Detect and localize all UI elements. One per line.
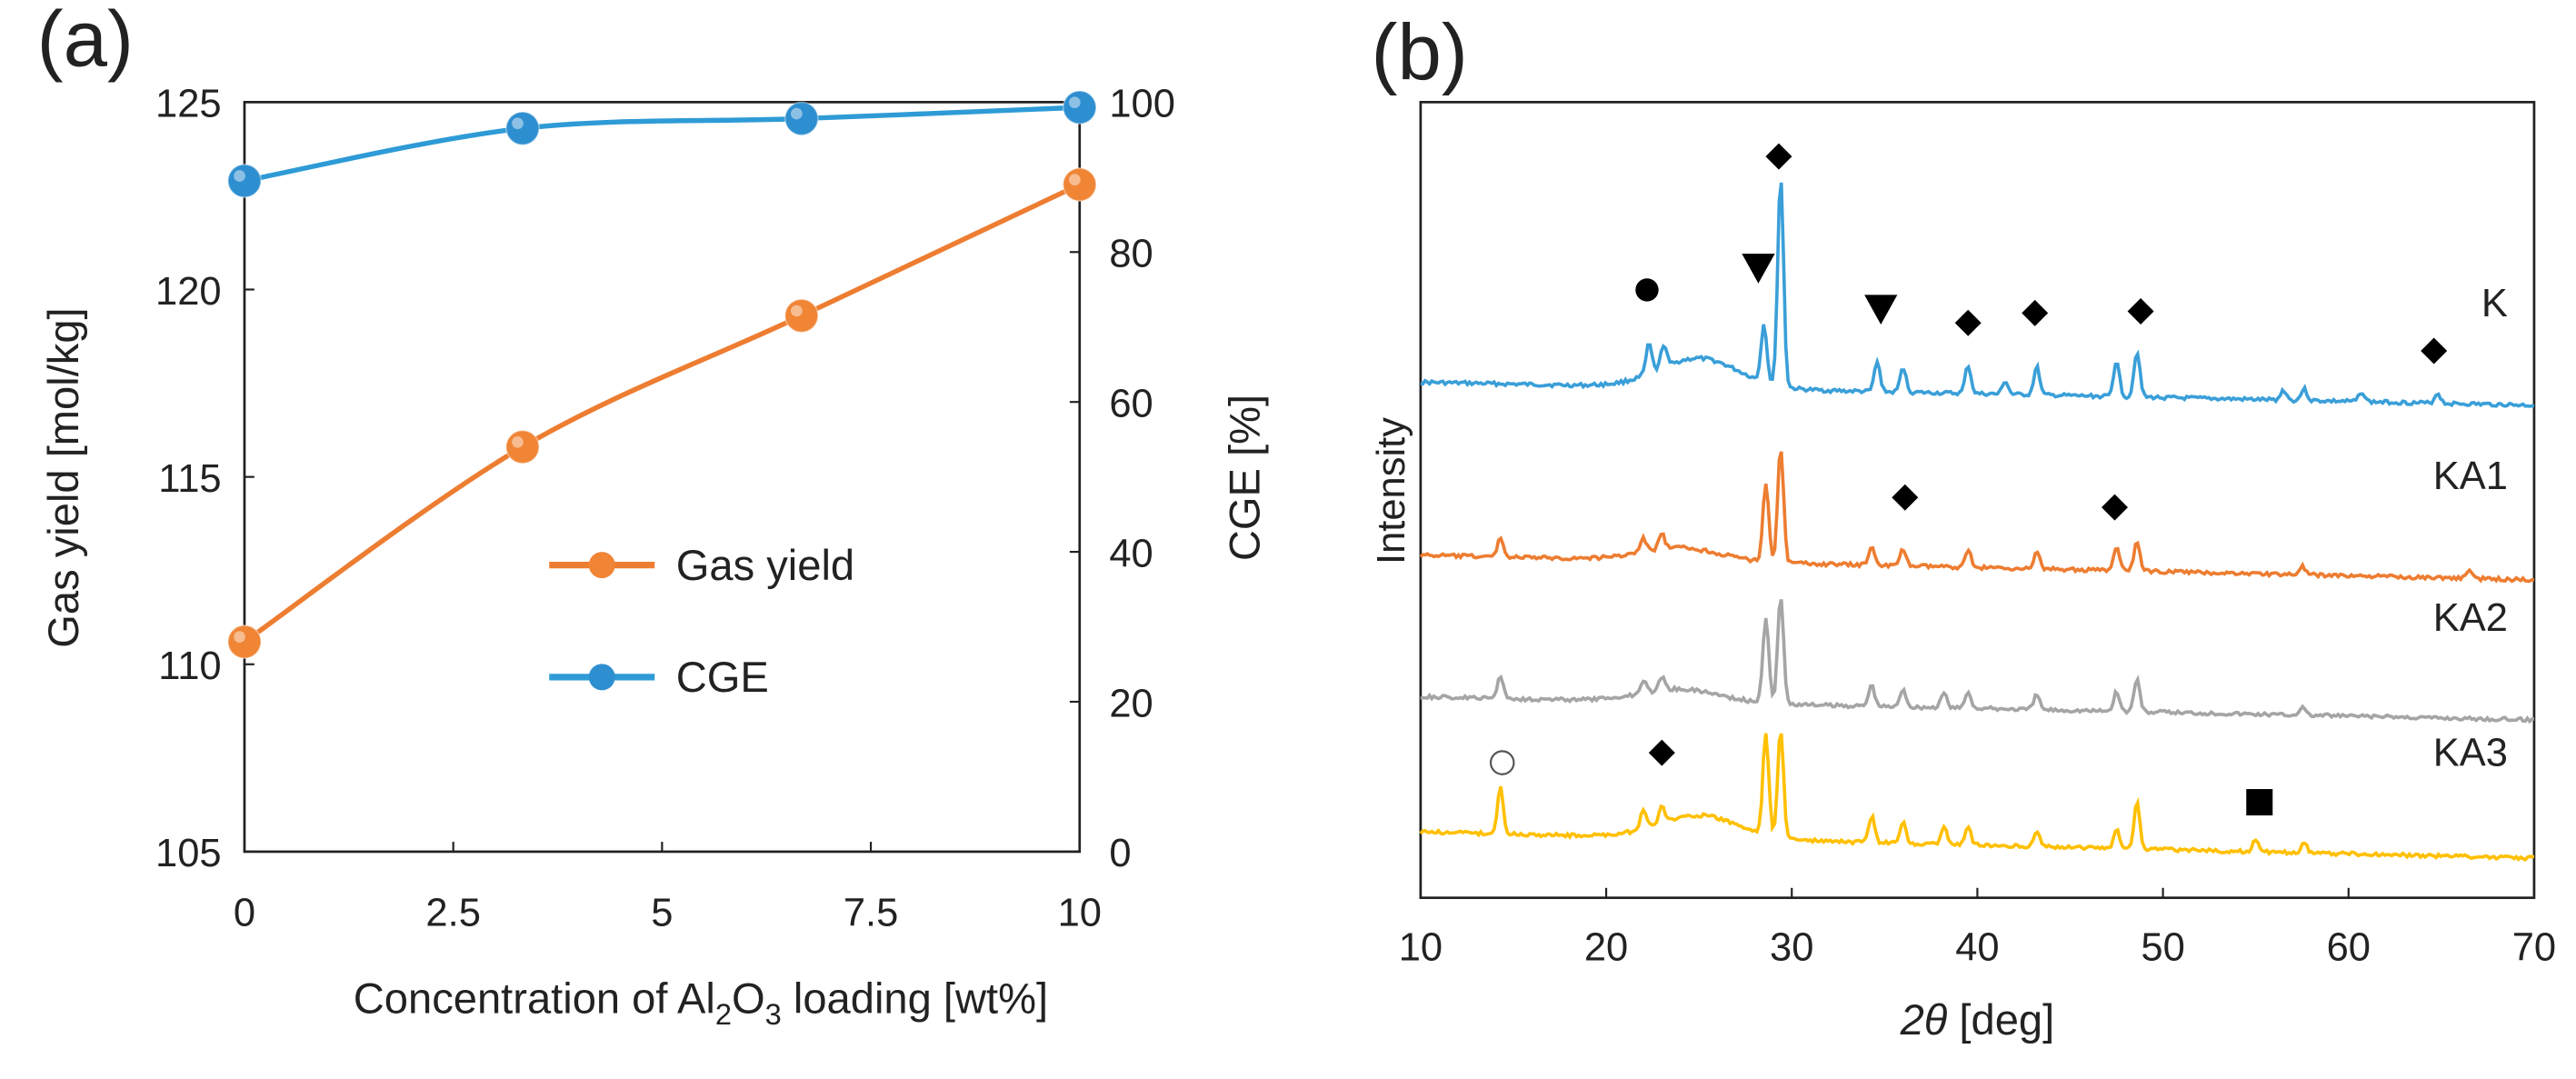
data-point-highlight [1068, 96, 1081, 109]
diamond-marker [2102, 494, 2128, 521]
series-line-cge [244, 105, 1080, 184]
open-circle-marker [1489, 750, 1515, 775]
panel-b-x-axis-title: 2θ [deg] [1900, 995, 2055, 1044]
diamond-marker [1954, 309, 1982, 336]
data-point-highlight [791, 305, 803, 317]
x-tick-label: 50 [2141, 926, 2184, 970]
panel-a-y-axis-title: Gas yield [mol/kg] [39, 307, 87, 647]
diamond-marker [1765, 143, 1792, 170]
xrd-trace-ka1 [1419, 451, 2535, 584]
x-tick-label: 10 [1058, 891, 1102, 934]
panel-a: (a) 0 2.5 5 7.5 10 105 110 115 120 125 0 20 40 60 80… [37, 0, 1269, 1031]
trace-label-ka1: KA1 [2433, 455, 2508, 498]
series-line-gas-yield [243, 182, 1081, 644]
y-tick-label: 125 [155, 83, 222, 126]
legend-marker-cge [588, 664, 615, 691]
triangle-marker [1742, 254, 1775, 284]
diamond-marker [1892, 484, 1919, 511]
x-tick-label: 0 [234, 891, 255, 934]
panel-a-x-axis-title: Concentration of Al2O3 loading [wt%] [354, 974, 1048, 1032]
y2-tick-label: 80 [1109, 233, 1153, 276]
data-point-highlight [1068, 174, 1081, 185]
diamond-marker [2421, 337, 2448, 365]
diamond-marker [2127, 298, 2154, 325]
panel-a-label: (a) [37, 0, 134, 83]
y2-tick-label: 60 [1109, 382, 1153, 425]
legend-marker-gas-yield [588, 552, 615, 579]
data-point-highlight [512, 435, 524, 448]
x-tick-label: 10 [1399, 926, 1443, 970]
panel-b-y-axis-title: Intensity [1370, 417, 1413, 564]
panel-a-plot-frame [243, 100, 1082, 854]
y2-tick-label: 40 [1109, 532, 1153, 575]
x-tick-label: 5 [651, 891, 673, 934]
x-tick-label: 2.5 [425, 891, 480, 934]
square-marker [2246, 789, 2273, 816]
data-point-gas-yield [784, 298, 819, 334]
x-tick-label: 30 [1770, 926, 1813, 970]
legend-label-cge: CGE [676, 653, 769, 701]
data-point-cge [504, 111, 540, 146]
y2-tick-label: 20 [1109, 682, 1153, 725]
diamond-marker [1648, 739, 1675, 766]
panel-b-plot-frame [1419, 100, 2536, 900]
y-tick-label: 110 [158, 644, 221, 688]
trace-label-ka2: KA2 [2433, 596, 2508, 640]
panel-a-y2-axis-title: CGE [%] [1220, 395, 1268, 561]
data-point-highlight [512, 117, 524, 130]
y2-tick-label: 0 [1109, 832, 1131, 875]
data-point-gas-yield [226, 624, 262, 660]
x-tick-label: 70 [2512, 926, 2556, 970]
y-tick-label: 115 [158, 457, 221, 501]
trace-label-k: K [2481, 282, 2508, 325]
x-tick-label: 40 [1955, 926, 1999, 970]
y2-tick-label: 100 [1109, 83, 1175, 126]
x-tick-label: 60 [2327, 926, 2371, 970]
trace-label-ka3: KA3 [2433, 732, 2508, 775]
xrd-trace-ka2 [1420, 599, 2534, 724]
data-point-highlight [234, 170, 245, 182]
xrd-trace-ka3 [1419, 733, 2535, 863]
data-point-gas-yield [1062, 167, 1097, 203]
data-point-gas-yield [504, 429, 540, 465]
data-point-cge [226, 163, 262, 198]
diamond-marker [2022, 299, 2049, 326]
panel-a-legend: Gas yield CGE [549, 541, 854, 701]
filled-circle-marker [1635, 278, 1659, 302]
data-point-highlight [791, 107, 803, 120]
data-point-cge [1062, 90, 1097, 125]
y-tick-label: 120 [155, 270, 222, 314]
panel-b: (b) 10 20 30 40 50 60 70 2θ [deg] Intensity K K… [1370, 8, 2556, 1044]
panel-b-label: (b) [1372, 8, 1468, 96]
triangle-marker [1864, 295, 1898, 325]
xrd-trace-k [1420, 182, 2535, 408]
data-point-highlight [234, 631, 245, 643]
y-tick-label: 105 [155, 832, 222, 875]
legend-label-gas-yield: Gas yield [676, 541, 854, 589]
x-tick-label: 7.5 [844, 891, 898, 934]
x-tick-label: 20 [1584, 926, 1628, 970]
data-point-cge [784, 101, 819, 136]
